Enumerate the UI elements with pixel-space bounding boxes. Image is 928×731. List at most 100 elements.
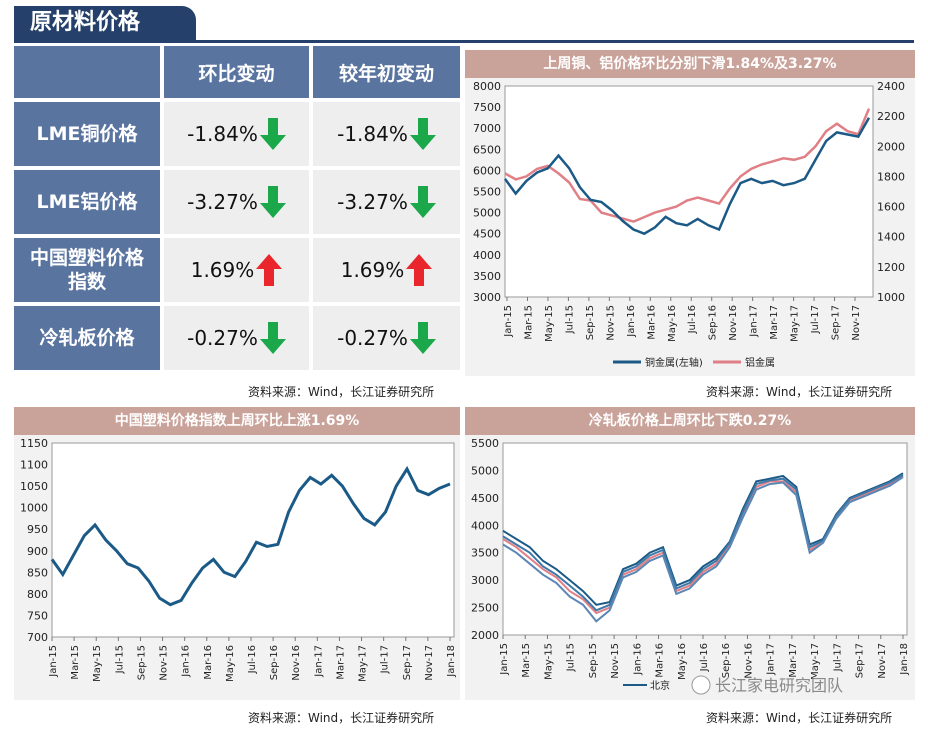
y-tick-label-right: 1800 — [877, 170, 905, 183]
x-tick-label: Mar-15 — [521, 643, 532, 678]
steel-ytd-value: -0.27% — [337, 326, 408, 350]
chart-panel-steel: 2000 2500 3000 3500 4000 4500 5000 5500 Jan-15 Ma… — [465, 435, 915, 700]
x-tick-label: Nov-16 — [728, 305, 739, 341]
table-cell: -1.84% — [164, 102, 309, 166]
x-tick-label: Mar-15 — [523, 305, 534, 340]
legend-label-copper: 铜金属(左轴) — [645, 356, 703, 369]
y-tick-label: 2000 — [471, 629, 499, 642]
y-tick-label-left: 3000 — [473, 291, 501, 304]
x-tick-label: Jul-16 — [687, 305, 698, 334]
series-line-plastics — [50, 465, 451, 607]
y-tick-label: 5500 — [471, 437, 499, 450]
down-arrow-icon — [259, 322, 286, 354]
down-arrow-icon — [259, 118, 286, 150]
x-tick-label: Sep-15 — [585, 305, 596, 340]
y-tick-label: 1100 — [20, 459, 48, 472]
plastics-mom-value: 1.69% — [190, 258, 255, 282]
x-tick-label: Jul-15 — [564, 305, 575, 334]
y-tick-label: 3500 — [471, 547, 499, 560]
y-tick-label: 1000 — [20, 502, 48, 515]
wechat-icon — [691, 675, 711, 695]
y-tick-label-right: 1000 — [877, 291, 905, 304]
row-label-steel: 冷轧板价格 — [14, 306, 160, 370]
x-tick-label: Jan-16 — [626, 305, 637, 338]
x-tick-label: Jan-16 — [632, 643, 643, 676]
chart-steel: 2000 2500 3000 3500 4000 4500 5000 5500 Jan-15 Ma… — [471, 437, 910, 695]
x-tick-label: May-17 — [810, 643, 821, 680]
x-tick-label: Nov-16 — [743, 643, 754, 679]
y-tick-label-left: 4000 — [473, 249, 501, 262]
x-tick-label: Jul-17 — [832, 643, 843, 672]
chart-source-steel: 资料来源：Wind，长江证券研究所 — [706, 711, 893, 725]
y-tick-label: 850 — [27, 566, 48, 579]
x-tick-label: Jan-15 — [48, 645, 59, 678]
table-cell: 1.69% — [313, 238, 460, 302]
row-label-aluminum: LME铝价格 — [14, 170, 160, 234]
y-tick-label-left: 5000 — [473, 207, 501, 220]
y-tick-label-left: 5500 — [473, 186, 501, 199]
x-tick-label: Jan-17 — [313, 645, 324, 678]
price-change-table: 环比变动 较年初变动 LME铜价格 -1.84% -1.84% LME铝价格 -… — [14, 46, 460, 372]
plastics-ytd-value: 1.69% — [340, 258, 405, 282]
steel-mom-value: -0.27% — [187, 326, 258, 350]
x-tick-label: Jan-18 — [446, 645, 457, 678]
y-tick-label-left: 7000 — [473, 122, 501, 135]
copper-ytd-value: -1.84% — [337, 122, 408, 146]
y-tick-label: 5000 — [471, 464, 499, 477]
down-arrow-icon — [259, 186, 286, 218]
y-tick-label-right: 2200 — [877, 110, 905, 123]
y-tick-label-right: 1400 — [877, 231, 905, 244]
chart-plastics: 700 750 800 850 900 950 1000 1050 1100 1150 Jan-15… — [20, 437, 457, 682]
title-divider — [14, 40, 914, 43]
x-tick-label: Jul-17 — [810, 305, 821, 334]
copper-mom-value: -1.84% — [187, 122, 258, 146]
x-tick-label: Nov-15 — [610, 643, 621, 679]
legend-label-beijing: 北京 — [650, 679, 670, 692]
x-tick-label: Jul-16 — [699, 643, 710, 672]
y-tick-label-right: 1200 — [877, 261, 905, 274]
x-tick-label: May-17 — [790, 305, 801, 342]
chart-metals: 3000 3500 4000 4500 5000 5500 6000 6500 7000 7500… — [473, 80, 905, 369]
page-title: 原材料价格 — [14, 6, 196, 40]
x-tick-label: May-15 — [543, 643, 554, 680]
table-source: 资料来源：Wind，长江证券研究所 — [248, 385, 435, 399]
y-tick-label-left: 6500 — [473, 143, 501, 156]
x-tick-label: Sep-16 — [708, 305, 719, 340]
x-tick-label: Mar-17 — [788, 643, 799, 678]
x-tick-label: Mar-16 — [203, 645, 214, 680]
x-tick-label: Jan-15 — [503, 305, 514, 338]
table-cell: -3.27% — [164, 170, 309, 234]
aluminum-mom-value: -3.27% — [187, 190, 258, 214]
x-tick-label: Jul-15 — [566, 643, 577, 672]
x-tick-label: Jan-17 — [766, 643, 777, 676]
x-tick-label: Mar-15 — [70, 645, 81, 680]
y-tick-label-left: 8000 — [473, 80, 501, 93]
x-tick-label: May-16 — [225, 645, 236, 682]
column-header-ytd: 较年初变动 — [313, 46, 460, 98]
legend-label-aluminum: 铝金属 — [745, 356, 775, 369]
table-cell: -0.27% — [313, 306, 460, 370]
plot-area — [502, 442, 908, 636]
x-tick-label: Jan-17 — [749, 305, 760, 338]
y-tick-label-right: 2000 — [877, 140, 905, 153]
x-tick-label: Jul-16 — [247, 645, 258, 674]
x-tick-label: Mar-17 — [335, 645, 346, 680]
table-corner — [14, 46, 160, 98]
table-cell: 1.69% — [164, 238, 309, 302]
up-arrow-icon — [406, 254, 433, 286]
series-line-copper — [503, 117, 871, 236]
x-tick-label: Jan-18 — [899, 643, 910, 676]
table-cell: -0.27% — [164, 306, 309, 370]
column-header-mom: 环比变动 — [164, 46, 309, 98]
x-tick-label: Sep-15 — [588, 643, 599, 678]
x-tick-label: Nov-16 — [291, 645, 302, 681]
y-tick-label-left: 7500 — [473, 101, 501, 114]
y-tick-label: 1050 — [20, 480, 48, 493]
y-tick-label-left: 6000 — [473, 164, 501, 177]
x-tick-label: Nov-17 — [877, 643, 888, 679]
x-tick-label: May-15 — [92, 645, 103, 682]
x-tick-label: Nov-15 — [605, 305, 616, 341]
y-tick-label: 750 — [27, 609, 48, 622]
series-line-steel-4 — [502, 476, 904, 623]
chart-source-plastics: 资料来源：Wind，长江证券研究所 — [248, 711, 435, 725]
